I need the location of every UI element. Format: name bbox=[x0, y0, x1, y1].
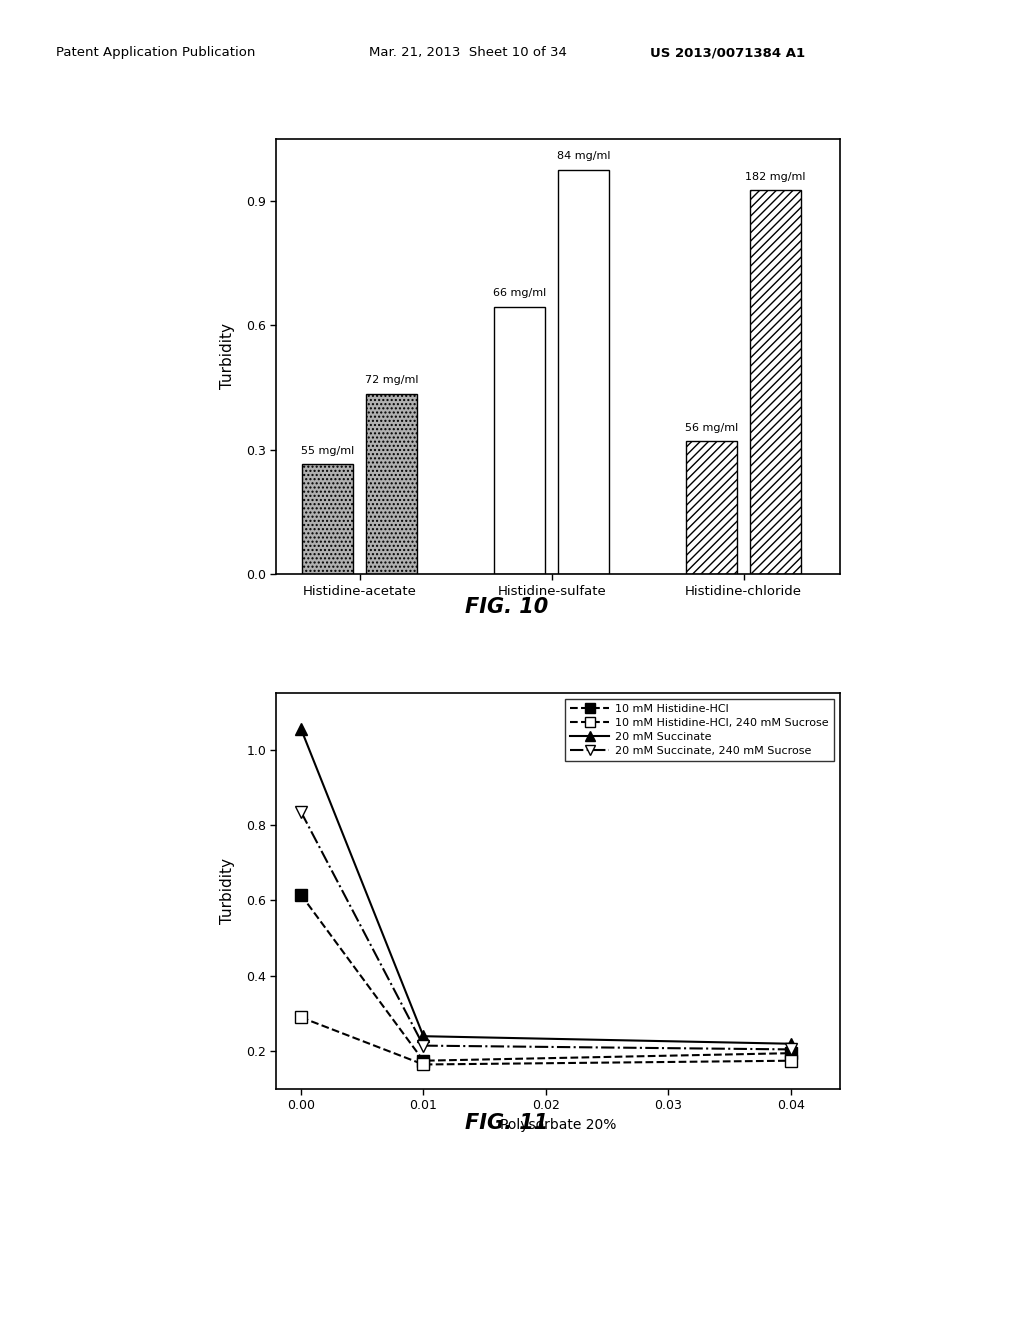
Bar bbox=[495, 306, 546, 574]
Text: 84 mg/ml: 84 mg/ml bbox=[557, 152, 610, 161]
Text: FIG. 11: FIG. 11 bbox=[465, 1113, 549, 1133]
Legend: 10 mM Histidine-HCl, 10 mM Histidine-HCl, 240 mM Sucrose, 20 mM Succinate, 20 mM: 10 mM Histidine-HCl, 10 mM Histidine-HCl… bbox=[565, 698, 835, 762]
Bar bbox=[686, 441, 737, 574]
Bar bbox=[367, 393, 418, 574]
X-axis label: Polysorbate 20%: Polysorbate 20% bbox=[500, 1118, 616, 1133]
Text: Mar. 21, 2013  Sheet 10 of 34: Mar. 21, 2013 Sheet 10 of 34 bbox=[369, 46, 566, 59]
Text: 182 mg/ml: 182 mg/ml bbox=[745, 172, 806, 182]
Bar bbox=[750, 190, 801, 574]
Y-axis label: Turbidity: Turbidity bbox=[220, 323, 234, 389]
Text: Patent Application Publication: Patent Application Publication bbox=[56, 46, 256, 59]
Text: 56 mg/ml: 56 mg/ml bbox=[685, 424, 738, 433]
Text: 55 mg/ml: 55 mg/ml bbox=[301, 446, 354, 455]
Bar bbox=[302, 465, 353, 574]
Bar bbox=[558, 170, 609, 574]
Text: FIG. 10: FIG. 10 bbox=[465, 597, 549, 616]
Text: 72 mg/ml: 72 mg/ml bbox=[365, 375, 419, 385]
Text: 66 mg/ml: 66 mg/ml bbox=[493, 288, 547, 298]
Text: US 2013/0071384 A1: US 2013/0071384 A1 bbox=[650, 46, 805, 59]
Y-axis label: Turbidity: Turbidity bbox=[220, 858, 234, 924]
